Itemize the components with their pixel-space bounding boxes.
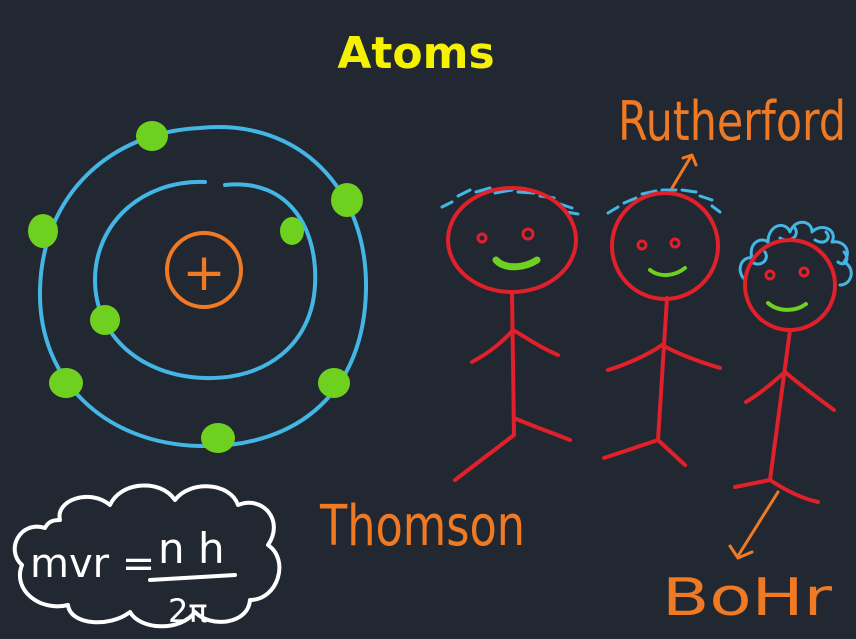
page-title: Atoms [337,28,494,79]
body [602,296,722,467]
formula-cloud: mvr = n h 2π [12,483,282,630]
nucleus-symbol: + [182,243,226,303]
mouth [648,266,687,277]
head [743,238,837,332]
body [733,328,836,504]
electron [28,214,58,248]
label-rutherford: Rutherford [618,90,846,153]
mouth [492,256,541,271]
nucleus [165,231,243,309]
eye [798,266,810,278]
electron [318,368,350,398]
electrons [28,121,363,453]
mouth [766,301,808,312]
electron [201,423,235,453]
electron [49,368,83,398]
eye [764,269,776,281]
figure-bohr [728,220,853,560]
formula-denominator: 2π [168,592,208,630]
formula-numerator: n h [158,524,225,573]
electron [280,217,304,245]
label-thomson: Thomson [319,494,525,559]
eye [636,239,648,251]
electron [331,183,363,217]
figure-rutherford [602,153,722,467]
head [446,186,578,294]
figure-thomson [440,186,580,482]
eye [521,227,535,241]
hair [606,188,722,215]
atom-diagram: + [28,121,369,453]
eye [669,237,681,249]
formula-left: mvr = [30,541,155,587]
electron [136,121,168,151]
fraction-bar [148,573,237,582]
pointer-arrow [728,490,780,560]
pointer-arrow [670,153,698,190]
electron [90,305,120,335]
cloud-outline [12,483,282,629]
label-bohr: BoHr [662,568,833,628]
eye [476,232,488,244]
body [453,290,572,482]
inner-orbit [92,179,318,381]
head [610,191,720,301]
